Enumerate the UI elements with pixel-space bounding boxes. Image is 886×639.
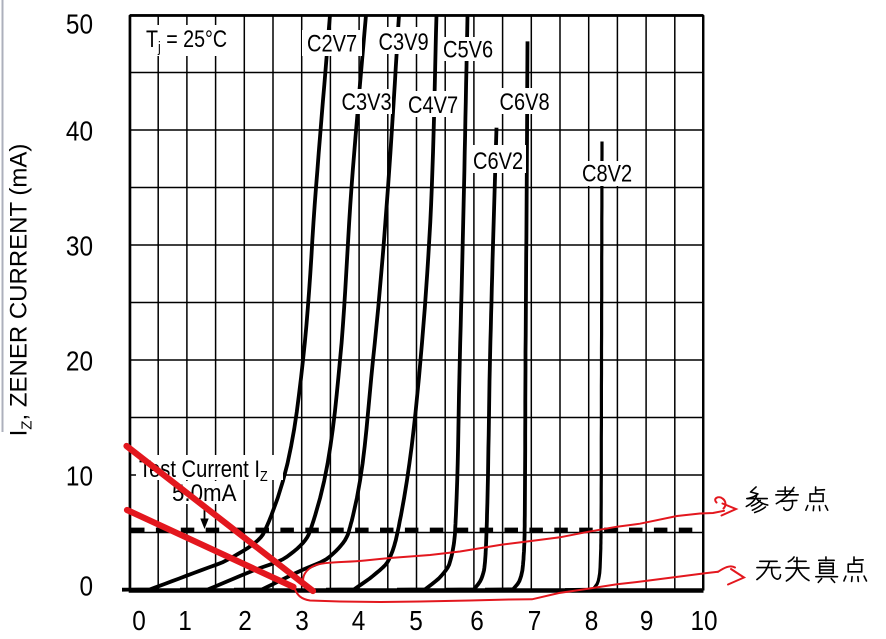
svg-text:0: 0 <box>79 570 93 602</box>
svg-text:C6V2: C6V2 <box>473 147 523 174</box>
svg-text:C3V9: C3V9 <box>379 28 429 55</box>
svg-text:2: 2 <box>238 604 252 636</box>
svg-text:C8V2: C8V2 <box>582 160 632 187</box>
svg-text:Tj = 25°C: Tj = 25°C <box>146 25 227 55</box>
svg-text:10: 10 <box>690 604 717 636</box>
svg-text:8: 8 <box>585 604 599 636</box>
svg-text:9: 9 <box>640 604 654 636</box>
svg-text:C3V3: C3V3 <box>342 88 392 115</box>
svg-text:7: 7 <box>528 604 542 636</box>
svg-text:C2V7: C2V7 <box>307 30 357 57</box>
svg-text:4: 4 <box>352 604 366 636</box>
svg-text:1: 1 <box>178 604 192 636</box>
svg-text:6: 6 <box>470 604 484 636</box>
svg-text:30: 30 <box>66 230 93 262</box>
svg-text:40: 40 <box>66 115 93 147</box>
svg-text:3: 3 <box>295 604 309 636</box>
svg-text:10: 10 <box>66 460 93 492</box>
svg-text:IZ, ZENER CURRENT (mA): IZ, ZENER CURRENT (mA) <box>6 144 36 437</box>
svg-text:5: 5 <box>409 604 423 636</box>
svg-text:50: 50 <box>66 8 93 40</box>
svg-text:0: 0 <box>132 604 146 636</box>
svg-text:C5V6: C5V6 <box>443 36 493 63</box>
svg-text:20: 20 <box>66 345 93 377</box>
svg-text:C4V7: C4V7 <box>408 91 458 118</box>
svg-text:C6V8: C6V8 <box>500 88 550 115</box>
